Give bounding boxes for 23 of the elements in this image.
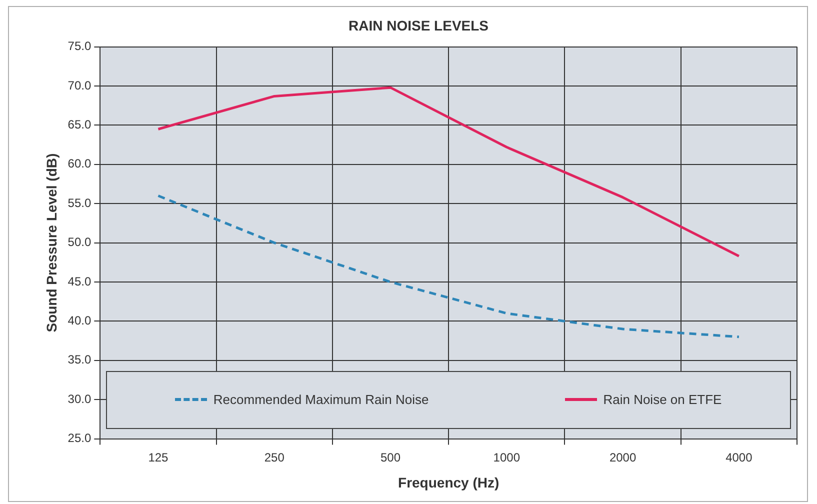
y-tick-label: 65.0	[68, 118, 92, 132]
legend-label: Recommended Maximum Rain Noise	[213, 392, 429, 408]
y-tick-label: 50.0	[68, 235, 92, 250]
x-tick-label: 2000	[609, 450, 636, 464]
y-tick-label: 40.0	[68, 314, 92, 328]
x-tick-label: 4000	[726, 450, 753, 464]
y-tick-label: 60.0	[68, 156, 92, 171]
x-axis-title: Frequency (Hz)	[398, 474, 500, 490]
y-tick-label: 25.0	[68, 431, 92, 446]
y-tick-label: 30.0	[68, 392, 92, 406]
line-series	[156, 194, 740, 338]
x-tick-label: 125	[148, 450, 169, 464]
legend-label: Rain Noise on ETFE	[603, 392, 722, 408]
y-axis-title: Sound Pressure Level (dB)	[43, 153, 60, 332]
chart-title: RAIN NOISE LEVELS	[348, 17, 489, 34]
y-tick-label: 70.0	[68, 78, 92, 92]
y-tick-label: 55.0	[68, 196, 92, 210]
x-tick-label: 500	[380, 450, 401, 464]
x-tick-label: 250	[264, 450, 285, 464]
y-tick-label: 45.0	[68, 274, 92, 288]
y-tick-label: 35.0	[68, 352, 92, 367]
y-tick-label: 75.0	[68, 39, 92, 54]
x-tick-label: 1000	[493, 450, 520, 464]
